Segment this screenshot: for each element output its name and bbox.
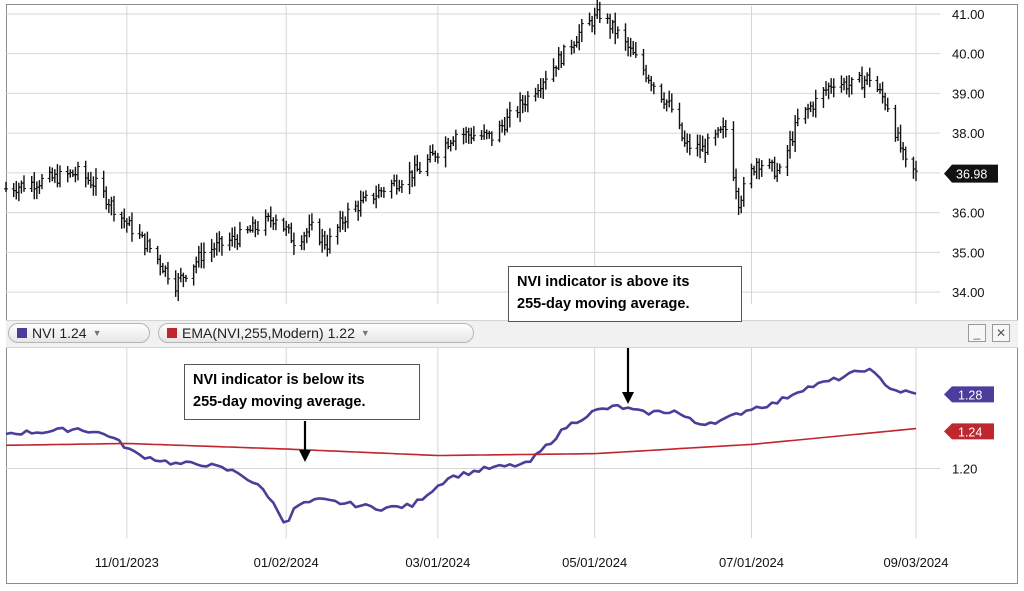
minimize-button[interactable]: _ bbox=[968, 324, 986, 342]
price-y-tick-label: 35.00 bbox=[952, 245, 985, 260]
nvi-legend-label: NVI bbox=[32, 325, 56, 341]
x-tick-label: 11/01/2023 bbox=[95, 555, 159, 570]
series-last-value-marker-0 bbox=[944, 386, 994, 403]
below-annotation-arrow-head bbox=[299, 450, 311, 462]
indicator-lines bbox=[5, 367, 917, 524]
series-last-value-marker-1 bbox=[944, 423, 994, 440]
chevron-down-icon[interactable]: ▼ bbox=[92, 328, 102, 338]
ema-legend-label: EMA(NVI,255,Modern) bbox=[182, 325, 324, 341]
price-last-value-badge: 36.98 bbox=[944, 164, 998, 183]
x-axis: 11/01/2023 01/02/2024 03/01/2024 05/01/2024… bbox=[95, 555, 949, 570]
series-last-value-label-0: 1.28 bbox=[958, 388, 982, 402]
above-annotation-line1: NVI indicator is above its bbox=[517, 274, 690, 290]
x-tick-label: 09/03/2024 bbox=[883, 555, 948, 570]
indicator-y-tick-label: 1.20 bbox=[952, 461, 977, 476]
above-annotation-arrow-head bbox=[622, 392, 634, 404]
nvi-legend-pill[interactable]: NVI 1.24 ▼ bbox=[8, 323, 150, 343]
nvi-swatch bbox=[17, 328, 27, 338]
price-y-tick-label: 34.00 bbox=[952, 285, 985, 300]
ema-swatch bbox=[167, 328, 177, 338]
series-last-value-label-1: 1.24 bbox=[958, 425, 982, 439]
price-y-tick-label: 38.00 bbox=[952, 126, 985, 141]
x-tick-label: 07/01/2024 bbox=[719, 555, 784, 570]
ema-legend-value: 1.22 bbox=[327, 325, 355, 341]
below-annotation-line2: 255-day moving average. bbox=[193, 394, 366, 410]
price-y-tick-label: 40.00 bbox=[952, 47, 985, 62]
indicator-last-value-badges: 1.28 1.24 bbox=[944, 386, 994, 440]
nvi-legend-value: 1.24 bbox=[59, 325, 87, 341]
price-last-value-label: 36.98 bbox=[956, 168, 987, 182]
below-annotation-box: NVI indicator is below its 255-day movin… bbox=[184, 364, 420, 420]
above-annotation-line2: 255-day moving average. bbox=[517, 296, 690, 312]
price-last-value-marker bbox=[944, 164, 998, 183]
close-button[interactable]: ✕ bbox=[992, 324, 1010, 342]
indicator-grid bbox=[6, 348, 940, 538]
above-annotation-box: NVI indicator is above its 255-day movin… bbox=[508, 266, 742, 322]
ema-legend-pill[interactable]: EMA(NVI,255,Modern) 1.22 ▼ bbox=[158, 323, 474, 343]
price-y-tick-label: 39.00 bbox=[952, 86, 985, 101]
price-grid bbox=[6, 6, 940, 304]
chevron-down-icon[interactable]: ▼ bbox=[360, 328, 370, 338]
below-annotation-line1: NVI indicator is below its bbox=[193, 372, 365, 388]
x-tick-label: 05/01/2024 bbox=[562, 555, 627, 570]
price-bars bbox=[4, 0, 918, 302]
price-y-tick-label: 41.00 bbox=[952, 7, 985, 22]
series-line-ema-nvi-255-modern- bbox=[5, 427, 917, 457]
series-line-nvi bbox=[5, 367, 917, 524]
x-tick-label: 01/02/2024 bbox=[254, 555, 319, 570]
indicator-legend-bar: NVI 1.24 ▼ EMA(NVI,255,Modern) 1.22 ▼ _ … bbox=[6, 320, 1018, 348]
indicator-y-axis: 1.20 bbox=[952, 461, 977, 476]
price-y-tick-label: 36.00 bbox=[952, 206, 985, 221]
x-tick-label: 03/01/2024 bbox=[405, 555, 470, 570]
